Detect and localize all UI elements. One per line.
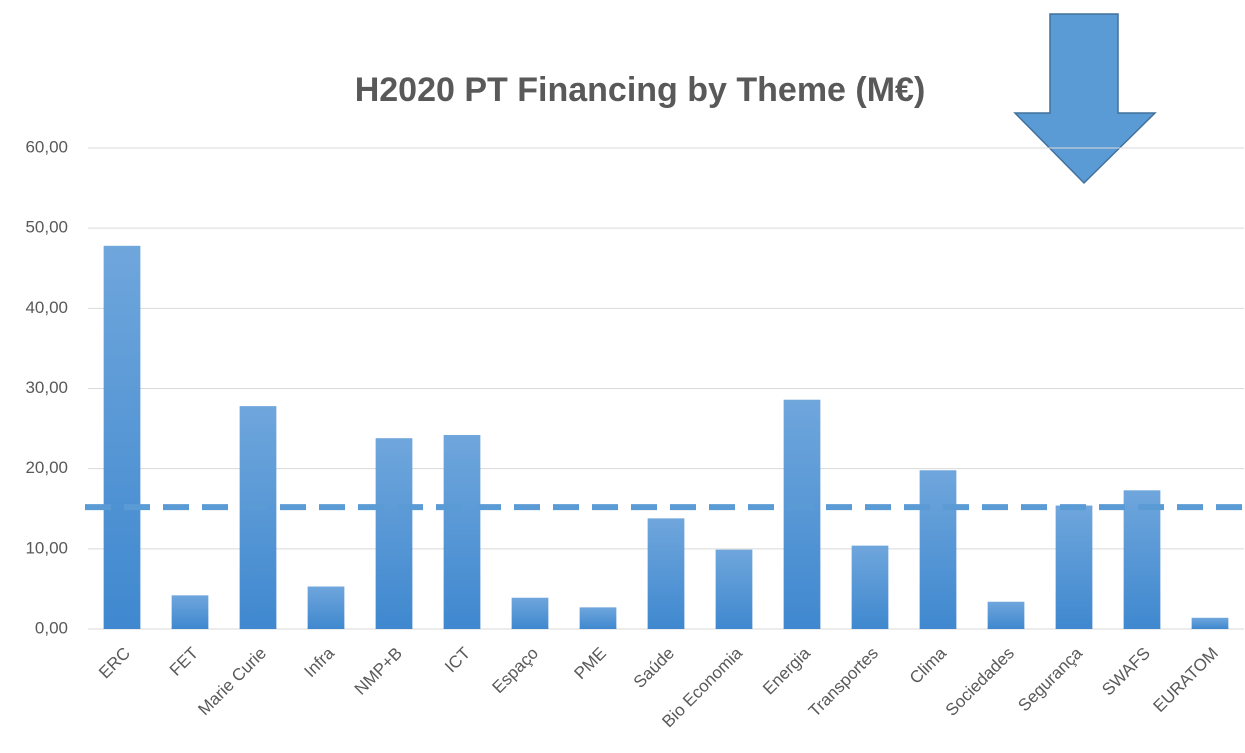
x-tick-label: Clima	[906, 643, 951, 688]
y-tick-label: 40,00	[25, 298, 68, 317]
x-tick-label: Marie Curie	[194, 644, 270, 720]
x-tick-label: Saúde	[630, 644, 678, 692]
y-tick-label: 60,00	[25, 137, 68, 156]
bar	[783, 399, 821, 629]
chart-title: H2020 PT Financing by Theme (M€)	[355, 71, 926, 109]
x-tick-label: Transportes	[805, 644, 882, 721]
x-tick-label: Espaço	[488, 644, 542, 698]
bar	[647, 518, 685, 629]
x-tick-label: Sociedades	[942, 644, 1018, 720]
y-tick-label: 20,00	[25, 458, 68, 477]
x-tick-label: FET	[166, 644, 202, 680]
x-tick-label: Energia	[759, 643, 814, 698]
x-tick-label: EURATOM	[1150, 644, 1222, 716]
x-tick-label: Segurança	[1014, 643, 1086, 715]
bar	[715, 549, 753, 629]
y-tick-label: 30,00	[25, 378, 68, 397]
x-tick-label: PME	[571, 644, 610, 683]
bar	[1191, 617, 1229, 629]
bar	[307, 586, 345, 629]
bar	[511, 597, 549, 629]
bar	[1055, 505, 1093, 629]
bar	[103, 245, 141, 629]
x-tick-label: Infra	[301, 643, 339, 681]
x-tick-label: ICT	[441, 644, 474, 677]
bar	[171, 595, 209, 629]
arrow	[1013, 13, 1157, 185]
bar	[443, 434, 481, 629]
y-tick-label: 0,00	[35, 618, 68, 637]
y-tick-label: 50,00	[25, 218, 68, 237]
bar	[851, 545, 889, 629]
x-tick-label: NMP+B	[351, 644, 406, 699]
x-tick-label: ERC	[95, 644, 134, 683]
bar	[239, 406, 277, 629]
bar	[987, 601, 1025, 629]
bar	[579, 607, 617, 629]
bar	[375, 438, 413, 629]
x-tick-label: SWAFS	[1098, 644, 1154, 700]
y-tick-label: 10,00	[25, 538, 68, 557]
bar	[919, 470, 957, 629]
bar	[1123, 490, 1161, 629]
